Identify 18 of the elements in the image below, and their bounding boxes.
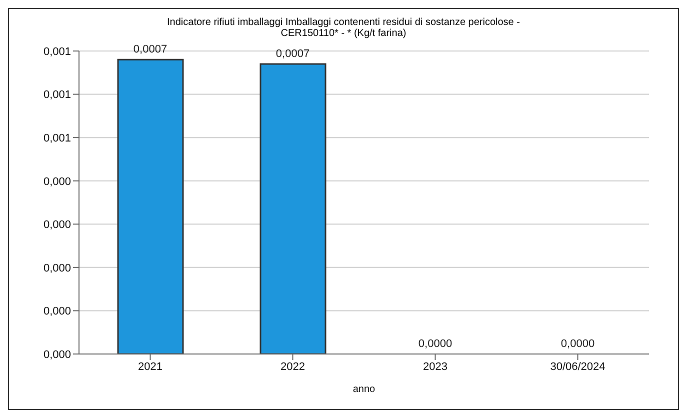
y-tick-label: 0,001 [43, 89, 71, 102]
data-label: 0,0000 [418, 338, 452, 350]
data-label: 0,0007 [276, 48, 310, 60]
y-tick-label: 0,000 [43, 219, 71, 232]
data-label: 0,0007 [133, 44, 168, 56]
y-tick-label: 0,000 [43, 306, 71, 318]
x-axis-title: anno [352, 384, 376, 395]
x-tick-label: 30/06/2024 [550, 360, 606, 373]
y-tick-label: 0,001 [43, 132, 71, 144]
x-tick-label: 2021 [138, 360, 162, 373]
x-tick-label: 2022 [280, 360, 305, 373]
y-tick-label: 0,000 [43, 176, 71, 188]
data-label: 0,0000 [560, 338, 595, 350]
x-tick-label: 2023 [423, 360, 448, 373]
y-tick-label: 0,000 [43, 262, 71, 274]
chart-title: Indicatore rifiuti imballaggi Imballaggi contenenti residui di sostanze pericolose - CER150110* - * (Kg/t farina) [166, 17, 521, 39]
y-tick-label: 0,000 [43, 348, 71, 361]
y-tick-label: 0,001 [43, 46, 71, 58]
